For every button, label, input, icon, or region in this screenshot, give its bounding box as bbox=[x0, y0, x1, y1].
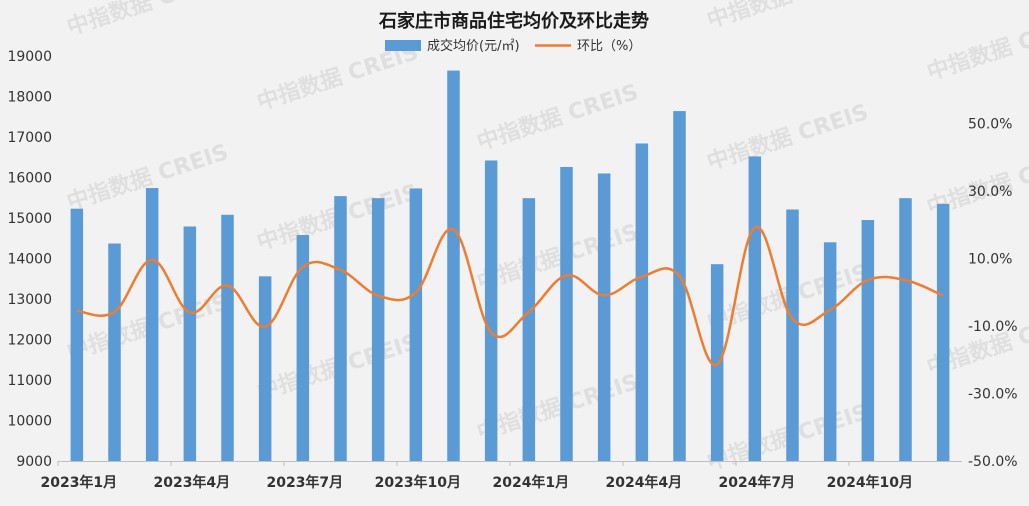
axes: 9000 10000 11000 12000 13000 14000 15000 16000 1… bbox=[7, 49, 1017, 491]
y-right-tick-label: -30.0% bbox=[968, 387, 1018, 403]
price-bar bbox=[183, 226, 197, 461]
price-bar bbox=[221, 214, 234, 461]
y-left-tick-label: 9000 bbox=[16, 454, 52, 470]
line-series bbox=[76, 225, 944, 366]
price-bar bbox=[560, 166, 573, 461]
bar-series bbox=[70, 70, 950, 462]
price-bar bbox=[145, 188, 159, 461]
y-left-tick-label: 14000 bbox=[7, 252, 52, 268]
price-bar bbox=[108, 243, 121, 461]
price-bar bbox=[597, 173, 611, 461]
watermark-text: 中指数据 CREIS bbox=[924, 9, 1029, 86]
y-left-tick-label: 18000 bbox=[7, 90, 52, 106]
y-right-tick-label: -10.0% bbox=[968, 319, 1018, 335]
price-bar bbox=[823, 242, 837, 461]
x-tick-label: 2023年4月 bbox=[153, 474, 230, 491]
legend-swatch-bar bbox=[385, 40, 421, 51]
watermark-layer: 中指数据 CREIS 中指数据 CREIS 中指数据 CREIS 中指数据 CREIS… bbox=[64, 0, 1029, 476]
y-left-tick-label: 13000 bbox=[7, 292, 52, 308]
watermark-text: 中指数据 CREIS bbox=[474, 219, 642, 296]
price-bar bbox=[673, 111, 686, 461]
y-left-tick-label: 19000 bbox=[7, 49, 52, 65]
price-bar bbox=[371, 198, 385, 461]
x-tick-label: 2023年1月 bbox=[40, 474, 117, 491]
watermark-text: 中指数据 CREIS bbox=[64, 0, 232, 41]
price-bar bbox=[899, 198, 912, 461]
price-bar bbox=[522, 198, 536, 461]
y-right-tick-label: -50.0% bbox=[968, 454, 1018, 470]
y-right-tick-label: 50.0% bbox=[968, 117, 1012, 133]
y-right-tick-label: 10.0% bbox=[968, 252, 1012, 268]
price-bar bbox=[484, 160, 498, 462]
y-right-tick-label: 30.0% bbox=[968, 184, 1012, 200]
x-tick-label: 2024年10月 bbox=[827, 474, 913, 491]
y-left-tick-label: 16000 bbox=[7, 171, 52, 187]
price-bar bbox=[447, 70, 460, 461]
y-left-tick-label: 12000 bbox=[7, 333, 52, 349]
price-bar bbox=[710, 264, 724, 461]
price-bar bbox=[409, 188, 423, 461]
price-bar bbox=[258, 276, 272, 461]
price-bar bbox=[786, 209, 799, 461]
x-tick-label: 2024年7月 bbox=[718, 474, 795, 491]
price-bar bbox=[296, 235, 310, 461]
y-left-tick-label: 15000 bbox=[7, 211, 52, 227]
price-bar bbox=[70, 208, 84, 461]
x-tick-label: 2024年1月 bbox=[492, 474, 569, 491]
x-tick-label: 2023年10月 bbox=[375, 474, 461, 491]
watermark-text: 中指数据 CREIS bbox=[704, 0, 872, 34]
watermark-text: 中指数据 CREIS bbox=[474, 79, 642, 156]
legend: 成交均价(元/㎡) 环比（%） bbox=[385, 38, 641, 54]
y-left-tick-label: 11000 bbox=[7, 373, 52, 389]
watermark-text: 中指数据 CREIS bbox=[474, 369, 642, 446]
y-left-tick-label: 10000 bbox=[7, 414, 52, 430]
price-bar bbox=[861, 220, 875, 461]
y-left-tick-label: 17000 bbox=[7, 130, 52, 146]
chart-title: 石家庄市商品住宅均价及环比走势 bbox=[378, 10, 649, 32]
price-bar bbox=[334, 196, 347, 461]
x-tick-label: 2023年7月 bbox=[266, 474, 343, 491]
legend-label-line: 环比（%） bbox=[577, 39, 641, 54]
price-bar bbox=[936, 203, 950, 461]
x-tick-label: 2024年4月 bbox=[605, 474, 682, 491]
legend-label-bar: 成交均价(元/㎡) bbox=[427, 38, 520, 54]
price-bar bbox=[748, 156, 762, 461]
watermark-text: 中指数据 CREIS bbox=[704, 99, 872, 176]
price-bar bbox=[635, 143, 649, 462]
